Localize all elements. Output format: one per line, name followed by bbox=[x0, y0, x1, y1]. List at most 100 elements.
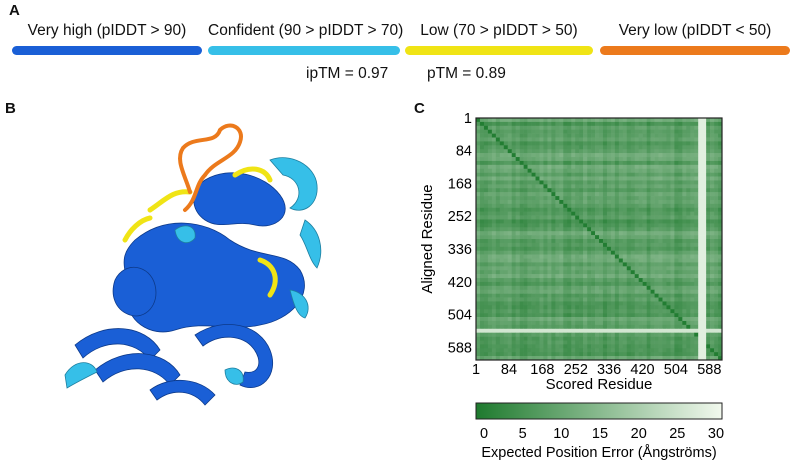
heatmap-cell bbox=[690, 242, 695, 248]
heatmap-cell bbox=[702, 172, 707, 177]
legend-confident-label: Confident (90 > pIDDT > 70) bbox=[208, 22, 404, 39]
heatmap-cell bbox=[555, 176, 560, 181]
heatmap-cell bbox=[606, 340, 612, 345]
heatmap-cell bbox=[543, 305, 548, 310]
heatmap-cell bbox=[511, 164, 516, 170]
heatmap-cell bbox=[622, 121, 628, 127]
heatmap-cell bbox=[503, 157, 509, 162]
heatmap-cell bbox=[654, 242, 659, 248]
heatmap-cell bbox=[563, 133, 568, 138]
heatmap-cell bbox=[487, 149, 493, 154]
heatmap-cell bbox=[714, 211, 719, 216]
heatmap-cell bbox=[662, 153, 667, 158]
heatmap-cell bbox=[543, 149, 548, 154]
heatmap-cell bbox=[531, 223, 536, 228]
heatmap-cell bbox=[650, 254, 655, 259]
heatmap-cell bbox=[602, 180, 608, 185]
heatmap-cell bbox=[714, 133, 719, 138]
heatmap-cell bbox=[487, 348, 493, 353]
heatmap-cell bbox=[599, 223, 604, 228]
heatmap-cell bbox=[483, 328, 489, 333]
heatmap-cell bbox=[710, 278, 715, 283]
heatmap-cell bbox=[714, 188, 719, 193]
heatmap-cell bbox=[487, 340, 493, 345]
legend-confident-bar bbox=[208, 46, 400, 55]
heatmap-cell bbox=[662, 281, 667, 287]
heatmap-cell bbox=[634, 125, 639, 131]
heatmap-cell bbox=[654, 293, 659, 298]
heatmap-cell bbox=[658, 153, 663, 158]
heatmap-cell bbox=[690, 289, 695, 294]
heatmap-cell bbox=[694, 153, 699, 158]
heatmap-cell bbox=[614, 301, 620, 306]
heatmap-cell bbox=[539, 266, 544, 271]
heatmap-cell bbox=[642, 141, 647, 146]
heatmap-cell bbox=[483, 317, 489, 322]
heatmap-cell bbox=[674, 149, 679, 154]
heatmap-cell bbox=[610, 328, 616, 333]
heatmap-cell bbox=[483, 293, 489, 298]
heatmap-cell bbox=[563, 285, 568, 291]
heatmap-cell bbox=[571, 313, 576, 318]
heatmap-cell bbox=[543, 219, 548, 224]
heatmap-cell bbox=[476, 153, 481, 158]
heatmap-cell bbox=[618, 211, 624, 216]
heatmap-cell bbox=[515, 356, 520, 361]
heatmap-cell bbox=[650, 258, 655, 263]
heatmap-cell bbox=[714, 215, 719, 220]
heatmap-cell bbox=[563, 125, 568, 131]
heatmap-cell bbox=[587, 211, 592, 216]
heatmap-cell bbox=[706, 309, 711, 314]
heatmap-cell bbox=[539, 176, 544, 181]
heatmap-cell bbox=[666, 196, 671, 201]
heatmap-cell bbox=[523, 344, 528, 349]
heatmap-cell bbox=[602, 188, 608, 193]
heatmap-cell bbox=[559, 211, 564, 216]
heatmap-cell bbox=[606, 207, 612, 212]
heatmap-cell bbox=[670, 317, 675, 322]
heatmap-cell bbox=[666, 356, 671, 361]
heatmap-cell bbox=[575, 168, 580, 173]
heatmap-cell bbox=[551, 153, 556, 158]
heatmap-cell bbox=[487, 196, 493, 201]
heatmap-cell bbox=[610, 254, 616, 259]
heatmap-cell bbox=[606, 246, 612, 252]
heatmap-cell bbox=[706, 121, 711, 127]
heatmap-cell bbox=[682, 129, 687, 134]
heatmap-cell bbox=[622, 328, 628, 333]
heatmap-cell bbox=[698, 137, 703, 142]
heatmap-cell bbox=[610, 199, 616, 205]
heatmap-cell bbox=[602, 129, 608, 134]
heatmap-cell bbox=[674, 145, 679, 150]
heatmap-cell bbox=[583, 164, 588, 170]
heatmap-cell bbox=[591, 215, 596, 220]
heatmap-cell bbox=[523, 157, 528, 162]
heatmap-cell bbox=[587, 320, 592, 326]
heatmap-cell bbox=[650, 215, 655, 220]
heatmap-cell bbox=[682, 121, 687, 127]
heatmap-cell bbox=[559, 121, 564, 127]
heatmap-cell bbox=[718, 121, 723, 127]
heatmap-cell bbox=[682, 168, 687, 173]
heatmap-cell bbox=[531, 281, 536, 287]
heatmap-cell bbox=[702, 250, 707, 255]
heatmap-cell bbox=[531, 235, 536, 240]
heatmap-cell bbox=[718, 188, 723, 193]
heatmap-cell bbox=[595, 324, 600, 330]
heatmap-cell bbox=[694, 133, 699, 138]
heatmap-cell bbox=[575, 227, 580, 232]
heatmap-cell bbox=[555, 137, 560, 142]
heatmap-cell bbox=[476, 129, 481, 134]
heatmap-cell bbox=[563, 274, 568, 279]
heatmap-cell bbox=[547, 293, 552, 298]
heatmap-cell bbox=[694, 192, 699, 197]
heatmap-cell bbox=[479, 145, 485, 150]
heatmap-cell bbox=[527, 141, 532, 146]
heatmap-cell bbox=[563, 157, 568, 162]
heatmap-cell bbox=[622, 250, 628, 255]
heatmap-cell bbox=[547, 340, 552, 345]
heatmap-cell bbox=[650, 164, 655, 170]
heatmap-cell bbox=[575, 313, 580, 318]
heatmap-cell bbox=[658, 176, 663, 181]
heatmap-cell bbox=[718, 348, 723, 353]
